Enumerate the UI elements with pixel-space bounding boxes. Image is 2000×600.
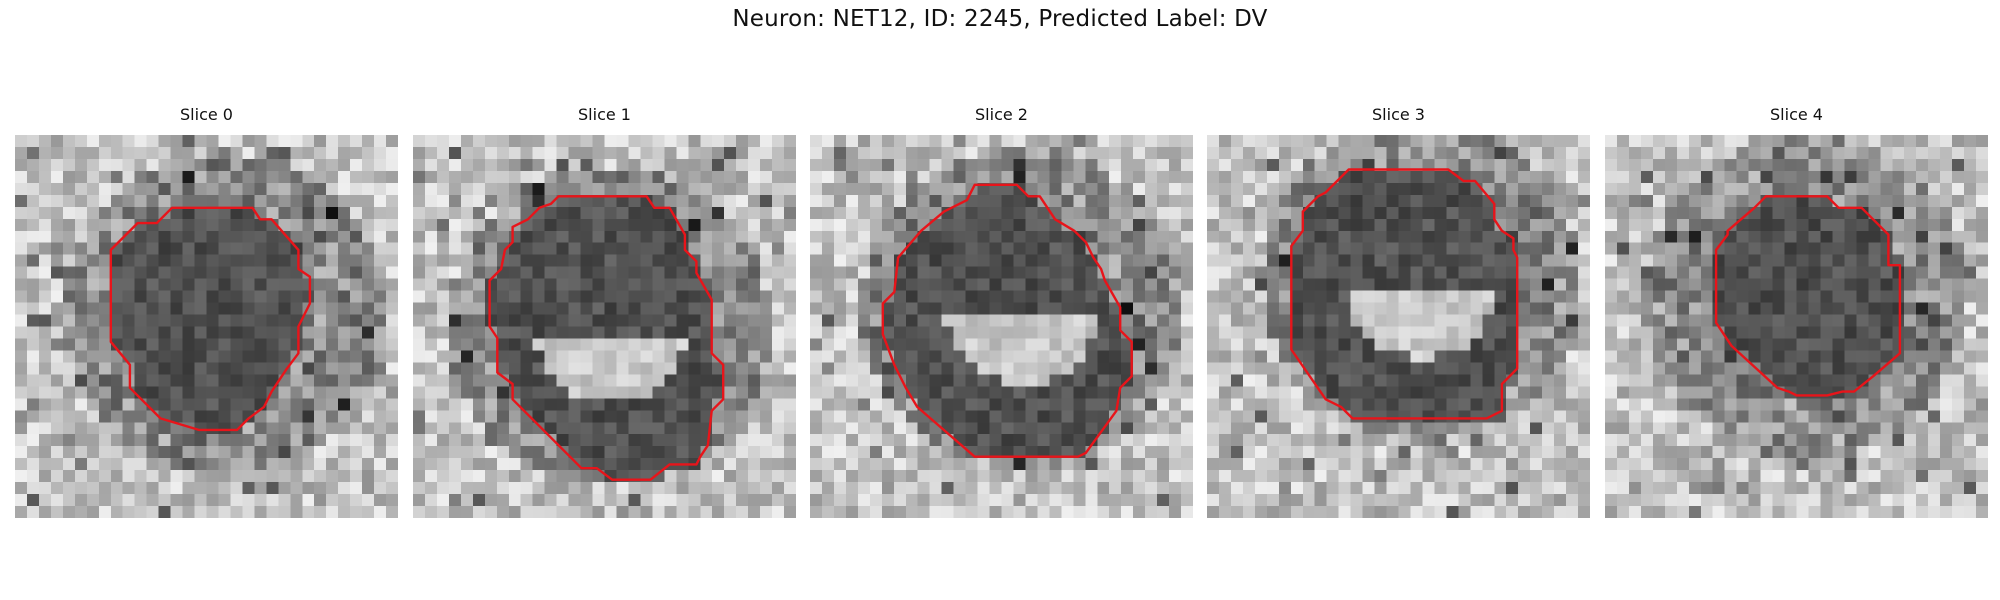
- slice-title: Slice 1: [578, 105, 631, 124]
- slice-image: [1605, 135, 1988, 518]
- slice-title: Slice 3: [1372, 105, 1425, 124]
- slice-title: Slice 2: [975, 105, 1028, 124]
- slice-image: [15, 135, 398, 518]
- slice-title: Slice 0: [180, 105, 233, 124]
- microscopy-image: [810, 135, 1193, 518]
- neuron-contour: [488, 195, 725, 481]
- slice-title: Slice 4: [1770, 105, 1823, 124]
- microscopy-image: [15, 135, 398, 518]
- microscopy-image: [413, 135, 796, 518]
- neuron-contour: [1290, 168, 1519, 420]
- slice-image: [413, 135, 796, 518]
- slice-image: [1207, 135, 1590, 518]
- contour-overlay: [488, 195, 725, 481]
- contour-overlay: [881, 183, 1133, 458]
- contour-overlay: [109, 206, 312, 432]
- contour-overlay: [1714, 195, 1902, 397]
- neuron-contour: [1714, 195, 1902, 397]
- contour-overlay: [1290, 168, 1519, 420]
- slice-image: [810, 135, 1193, 518]
- microscopy-image: [1207, 135, 1590, 518]
- neuron-contour: [881, 183, 1133, 458]
- neuron-contour: [109, 206, 312, 432]
- microscopy-image: [1605, 135, 1988, 518]
- figure-title: Neuron: NET12, ID: 2245, Predicted Label…: [732, 6, 1268, 32]
